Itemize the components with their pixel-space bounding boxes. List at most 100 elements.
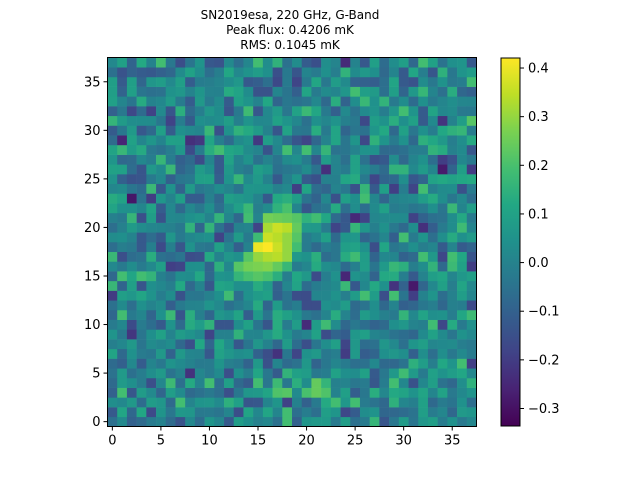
heatmap-cell (292, 203, 303, 214)
heatmap-cell (359, 319, 370, 330)
heatmap-cell (379, 115, 390, 126)
heatmap-cell (165, 416, 176, 427)
heatmap-cell (156, 339, 167, 350)
heatmap-cell (194, 86, 205, 97)
heatmap-cell (243, 339, 254, 350)
heatmap-cell (117, 115, 128, 126)
heatmap-cell (350, 212, 361, 223)
heatmap-cell (107, 144, 118, 155)
heatmap-cell (185, 232, 196, 243)
heatmap-cell (369, 67, 380, 78)
heatmap-cell (253, 67, 264, 78)
heatmap-cell (214, 416, 225, 427)
heatmap-cell (301, 358, 312, 369)
heatmap-cell (185, 212, 196, 223)
heatmap-cell (204, 67, 215, 78)
heatmap-cell (359, 232, 370, 243)
heatmap-cell (466, 368, 477, 379)
heatmap-cell (126, 407, 137, 418)
heatmap-cell (136, 319, 147, 330)
heatmap-cell (437, 271, 448, 282)
heatmap-cell (233, 251, 244, 262)
heatmap-cell (262, 397, 273, 408)
heatmap-cell (350, 174, 361, 185)
heatmap-cell (243, 242, 254, 253)
heatmap-cell (369, 183, 380, 194)
heatmap-cell (340, 319, 351, 330)
heatmap-cell (136, 339, 147, 350)
heatmap-cell (253, 203, 264, 214)
heatmap-cell (311, 251, 322, 262)
heatmap-cell (204, 106, 215, 117)
heatmap-cell (292, 358, 303, 369)
heatmap-cell (292, 397, 303, 408)
heatmap-cell (437, 407, 448, 418)
heatmap-cell (301, 125, 312, 136)
heatmap-cell (301, 309, 312, 320)
heatmap-cell (253, 164, 264, 175)
heatmap-cell (136, 261, 147, 272)
heatmap-cell (389, 397, 400, 408)
heatmap-cell (350, 280, 361, 291)
heatmap-cell (379, 280, 390, 291)
heatmap-cell (204, 203, 215, 214)
heatmap-cell (204, 174, 215, 185)
heatmap-cell (117, 164, 128, 175)
heatmap-cell (427, 407, 438, 418)
heatmap-cell (262, 416, 273, 427)
heatmap-cell (107, 339, 118, 350)
heatmap-cell (427, 232, 438, 243)
heatmap-cell (214, 125, 225, 136)
heatmap-cell (107, 290, 118, 301)
heatmap-cell (447, 339, 458, 350)
heatmap-cell (253, 329, 264, 340)
heatmap-cell (165, 106, 176, 117)
heatmap-cell (398, 368, 409, 379)
heatmap-cell (379, 339, 390, 350)
heatmap-cell (418, 242, 429, 253)
heatmap-cell (204, 154, 215, 165)
heatmap-cell (330, 67, 341, 78)
heatmap-cell (359, 309, 370, 320)
heatmap-cell (330, 290, 341, 301)
heatmap-cell (117, 251, 128, 262)
heatmap-cell (253, 280, 264, 291)
heatmap-cell (311, 232, 322, 243)
heatmap-cell (117, 339, 128, 350)
heatmap-cell (272, 164, 283, 175)
heatmap-cell (233, 300, 244, 311)
heatmap-cell (437, 397, 448, 408)
heatmap-cell (107, 212, 118, 223)
heatmap-cell (185, 67, 196, 78)
heatmap-cell (359, 76, 370, 87)
heatmap-cell (262, 203, 273, 214)
heatmap-cell (321, 106, 332, 117)
colorbar-tick-label: −0.2 (528, 353, 560, 368)
heatmap-cell (282, 339, 293, 350)
heatmap-cell (340, 397, 351, 408)
heatmap-cell (175, 280, 186, 291)
heatmap-cell (126, 290, 137, 301)
heatmap-cell (107, 106, 118, 117)
heatmap-cell (146, 125, 157, 136)
heatmap-cell (389, 387, 400, 398)
heatmap-cell (311, 319, 322, 330)
heatmap-cell (447, 368, 458, 379)
heatmap-cell (398, 135, 409, 146)
heatmap-cell (321, 115, 332, 126)
heatmap-cell (117, 183, 128, 194)
heatmap-cell (398, 222, 409, 233)
heatmap-cell (389, 125, 400, 136)
heatmap-cell (214, 387, 225, 398)
heatmap-cell (126, 377, 137, 388)
heatmap-cell (175, 203, 186, 214)
heatmap-cell (321, 183, 332, 194)
heatmap-cell (359, 222, 370, 233)
heatmap-cell (359, 125, 370, 136)
heatmap-cell (350, 407, 361, 418)
heatmap-cell (107, 135, 118, 146)
heatmap-cell (262, 251, 273, 262)
heatmap-cell (447, 203, 458, 214)
heatmap-cell (369, 319, 380, 330)
heatmap-cell (369, 57, 380, 68)
